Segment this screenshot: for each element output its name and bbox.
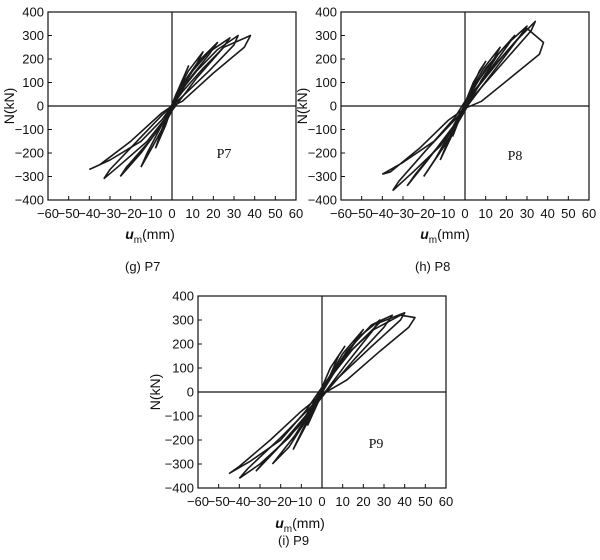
x-tick-label: 60 (582, 206, 596, 221)
y-tick-label: 300 (172, 313, 194, 328)
y-tick-label: 400 (172, 289, 194, 304)
x-tick-label: 20 (499, 206, 513, 221)
y-axis-label: N(kN) (1, 88, 17, 125)
y-tick-label: 200 (172, 337, 194, 352)
y-tick-label: 100 (172, 361, 194, 376)
y-tick-label: −200 (308, 146, 337, 161)
x-tick-label: 0 (461, 206, 468, 221)
x-tick-label: 10 (335, 494, 349, 509)
x-tick-label: −40 (78, 206, 100, 221)
x-tick-label: 40 (397, 494, 411, 509)
y-tick-label: 0 (330, 99, 337, 114)
y-tick-label: 100 (315, 75, 337, 90)
y-axis-label: N(kN) (294, 88, 310, 125)
x-tick-label: 40 (247, 206, 261, 221)
y-tick-label: 400 (315, 5, 337, 20)
y-tick-label: −400 (308, 193, 337, 208)
panel-label-p7: P7 (217, 147, 232, 162)
chart-panel-p8: 400 300 200 100 0 −100 −200 −300 −400 −60 −50 −40 −3… (294, 0, 600, 280)
x-tick-label: 30 (227, 206, 241, 221)
x-tick-label: −30 (392, 206, 414, 221)
hysteresis-loop-1 (381, 27, 545, 175)
hysteresis-loop-1 (88, 34, 252, 171)
y-tick-label: −200 (15, 146, 44, 161)
y-tick-label: 0 (37, 99, 44, 114)
hysteresis-loop-6 (451, 60, 487, 137)
x-tick-label: −20 (413, 206, 435, 221)
chart-caption-p9: (i) P9 (278, 533, 310, 548)
hysteresis-loop-2 (392, 20, 537, 192)
y-tick-label: 200 (22, 52, 44, 67)
chart-svg-p8: 4003002001000−100−200−300−400−60−50−40−3… (294, 5, 596, 247)
x-tick-label: −50 (208, 494, 230, 509)
x-tick-label: 20 (356, 494, 370, 509)
hysteresis-loop-3 (255, 314, 394, 472)
y-tick-label: 100 (22, 75, 44, 90)
x-axis-label: um(mm) (420, 226, 470, 246)
x-tick-label: −50 (58, 206, 80, 221)
x-tick-label: 20 (206, 206, 220, 221)
y-tick-label: −100 (165, 409, 194, 424)
y-tick-label: −400 (165, 481, 194, 496)
x-tick-label: −60 (187, 494, 209, 509)
y-axis-label: N(kN) (147, 374, 163, 411)
panel-label-p9: P9 (369, 437, 384, 452)
x-tick-label: 30 (377, 494, 391, 509)
y-tick-label: 0 (187, 385, 194, 400)
x-tick-label: −20 (270, 494, 292, 509)
y-tick-label: −100 (308, 122, 337, 137)
x-tick-label: −10 (433, 206, 455, 221)
y-tick-label: −300 (308, 169, 337, 184)
y-tick-label: −200 (165, 433, 194, 448)
y-tick-label: 200 (315, 52, 337, 67)
x-tick-label: 60 (439, 494, 453, 509)
chart-svg-p7: 4003002001000−100−200−300−400−60−50−40−3… (1, 5, 303, 247)
x-tick-label: −20 (120, 206, 142, 221)
chart-panel-p7: 400 300 200 100 0 −100 −200 −300 −400 −60 −50 −40 −3… (0, 0, 303, 280)
y-tick-label: 300 (22, 28, 44, 43)
y-tick-label: −100 (15, 122, 44, 137)
chart-caption-p8: (h) P8 (415, 259, 451, 274)
x-axis-label: um(mm) (275, 515, 325, 535)
chart-panel-p9: 400 300 200 100 0 −100 −200 −300 −400 −60 −50 −40 −3… (147, 288, 460, 560)
x-tick-label: −40 (371, 206, 393, 221)
x-tick-label: −30 (249, 494, 271, 509)
x-tick-label: 50 (268, 206, 282, 221)
hysteresis-loop-5 (439, 46, 501, 161)
y-tick-label: 400 (22, 5, 44, 20)
x-tick-label: −30 (99, 206, 121, 221)
hysteresis-loop-6 (306, 345, 346, 426)
hysteresis-loop-3 (119, 37, 231, 178)
x-tick-label: 10 (185, 206, 199, 221)
x-axis-label: um(mm) (125, 226, 175, 246)
hysteresis-loop-2 (103, 34, 239, 180)
x-tick-label: 0 (168, 206, 175, 221)
x-tick-label: 10 (478, 206, 492, 221)
x-tick-label: 50 (418, 494, 432, 509)
x-tick-label: −60 (330, 206, 352, 221)
x-tick-label: −60 (37, 206, 59, 221)
x-tick-label: 50 (561, 206, 575, 221)
hysteresis-loop-6 (162, 65, 190, 130)
x-tick-label: 60 (289, 206, 303, 221)
y-tick-label: 300 (315, 28, 337, 43)
panel-label-p8: P8 (508, 149, 523, 164)
y-tick-label: −300 (15, 169, 44, 184)
x-tick-label: −10 (140, 206, 162, 221)
x-tick-label: −40 (228, 494, 250, 509)
y-tick-label: −400 (15, 193, 44, 208)
chart-caption-p7: (g) P7 (125, 259, 161, 274)
x-tick-label: −10 (290, 494, 312, 509)
x-tick-label: 0 (318, 494, 325, 509)
y-tick-label: −300 (165, 457, 194, 472)
chart-svg-p9: 4003002001000−100−200−300−400−60−50−40−3… (147, 289, 453, 536)
x-tick-label: 30 (520, 206, 534, 221)
x-tick-label: −50 (351, 206, 373, 221)
x-tick-label: 40 (540, 206, 554, 221)
